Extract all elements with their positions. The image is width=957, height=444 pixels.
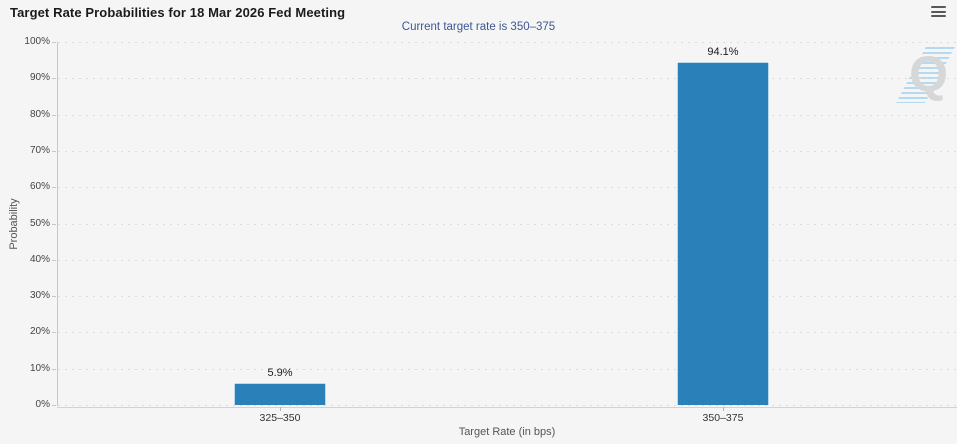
y-axis-tick — [52, 78, 56, 79]
y-gridline — [58, 332, 957, 333]
menu-line — [931, 10, 946, 13]
x-axis-category-label: 350–375 — [702, 412, 744, 424]
y-axis-tick-label: 0% — [35, 399, 50, 410]
y-gridline — [58, 115, 957, 116]
y-axis-tick — [52, 224, 56, 225]
y-gridline — [58, 369, 957, 370]
y-axis-tick — [52, 115, 56, 116]
bar-value-label: 5.9% — [267, 366, 293, 379]
x-axis-tick — [280, 407, 281, 411]
bar-value-label: 94.1% — [707, 46, 739, 59]
y-axis-tick-label: 40% — [29, 254, 50, 265]
y-axis-tick — [52, 296, 56, 297]
menu-line — [931, 15, 946, 17]
y-axis-tick — [52, 405, 56, 406]
bar-0[interactable] — [235, 383, 325, 405]
plot-area: 100% 90% 80% 70% 60% 50% 40% 30% 20% 10% 0% 5.9% 325… — [24, 36, 957, 424]
x-axis-tick — [723, 407, 724, 411]
y-gridline — [58, 224, 957, 225]
y-axis-tick-label: 10% — [29, 363, 50, 374]
y-axis-tick — [52, 187, 56, 188]
y-axis-tick-label: 90% — [29, 72, 50, 83]
hamburger-menu-icon[interactable] — [931, 6, 946, 20]
y-axis-tick-label: 50% — [29, 218, 50, 229]
x-axis-title: Target Rate (in bps) — [458, 426, 556, 438]
y-gridline — [58, 187, 957, 188]
y-axis-tick-label: 20% — [29, 326, 50, 337]
y-gridline — [58, 42, 957, 43]
y-axis-tick — [52, 42, 56, 43]
y-axis-tick-label: 60% — [29, 181, 50, 192]
x-axis-category-label: 325–350 — [259, 412, 301, 424]
y-axis-tick-label: 80% — [29, 109, 50, 120]
y-axis-tick — [52, 369, 56, 370]
y-gridline — [58, 405, 957, 406]
chart-title: Target Rate Probabilities for 18 Mar 202… — [10, 5, 346, 20]
menu-line — [931, 6, 946, 8]
y-gridline — [58, 78, 957, 79]
y-gridline — [58, 151, 957, 152]
y-axis-tick — [52, 332, 56, 333]
chart-subtitle: Current target rate is 350–375 — [401, 21, 556, 33]
y-gridline — [58, 260, 957, 261]
y-axis-tick-label: 70% — [29, 145, 50, 156]
bar-1[interactable] — [678, 63, 768, 405]
y-axis-tick-label: 100% — [24, 36, 50, 47]
y-axis-line — [57, 42, 58, 406]
y-axis-tick-label: 30% — [29, 290, 50, 301]
y-axis-tick — [52, 151, 56, 152]
y-gridline — [58, 296, 957, 297]
x-axis-line — [57, 407, 957, 408]
y-axis-tick — [52, 260, 56, 261]
